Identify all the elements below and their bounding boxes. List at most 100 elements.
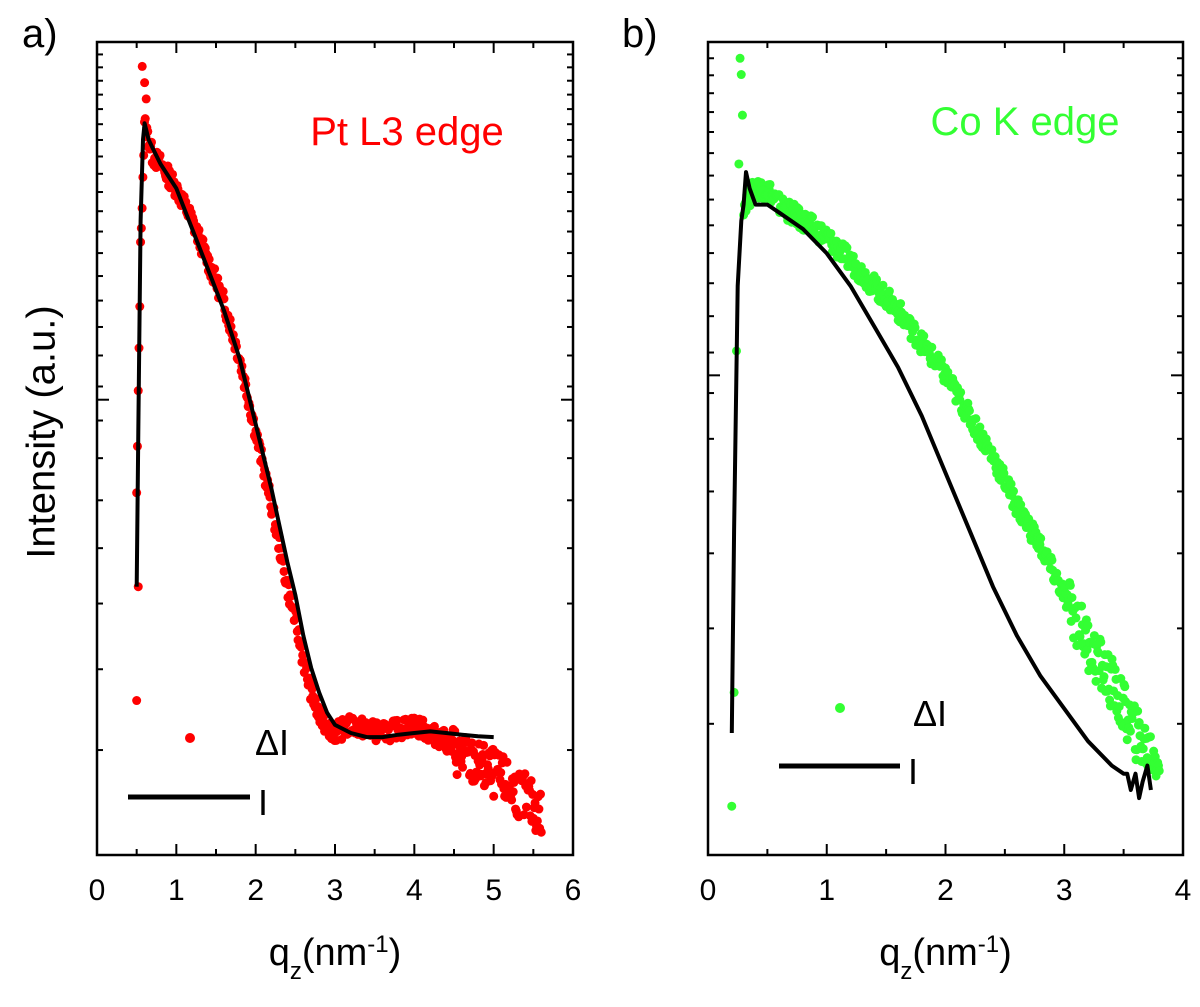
data-point (489, 791, 499, 801)
data-point-outlier (736, 70, 746, 80)
y-axis-label: Intensity (a.u.) (19, 305, 64, 559)
data-point (1083, 620, 1093, 630)
panel-title: Pt L3 edge (310, 110, 504, 154)
data-point (1065, 580, 1075, 590)
data-point (884, 286, 894, 296)
series-delta-i (132, 61, 546, 837)
data-point (483, 764, 493, 774)
data-point (1096, 637, 1106, 647)
data-point-outlier (734, 159, 744, 169)
data-point (311, 694, 321, 704)
data-point (520, 769, 530, 779)
data-point (194, 225, 204, 235)
data-point (1125, 726, 1135, 736)
data-point (1120, 682, 1130, 692)
data-point (807, 212, 817, 222)
data-point (765, 179, 775, 189)
x-tick-label: 1 (818, 874, 835, 907)
data-point (1145, 732, 1155, 742)
data-point (526, 776, 536, 786)
x-label-sup: -1 (367, 931, 388, 958)
data-point (532, 816, 542, 826)
panel-a-label: a) (22, 12, 58, 56)
data-point (296, 642, 306, 652)
data-point (1138, 744, 1148, 754)
data-point (1091, 676, 1101, 686)
x-tick-label: 3 (327, 874, 344, 907)
data-point (1075, 632, 1085, 642)
data-point-outlier (737, 110, 747, 120)
data-point (218, 286, 228, 296)
data-point (878, 280, 888, 290)
data-point (392, 715, 402, 725)
data-point (1013, 507, 1023, 517)
series-i-line (729, 170, 1153, 801)
data-point-outlier (735, 53, 745, 63)
data-point-outlier (141, 94, 151, 104)
data-point (1154, 766, 1164, 776)
data-point (987, 445, 997, 455)
x-tick-label: 6 (565, 874, 582, 907)
data-point (298, 650, 308, 660)
legend: ΔI I (128, 722, 289, 823)
data-point (140, 114, 150, 124)
x-label-unit: (nm (912, 932, 977, 974)
data-point-outlier (140, 78, 150, 88)
data-point (198, 235, 208, 245)
legend-label-delta-i: ΔI (913, 693, 947, 734)
legend: ΔI I (779, 693, 947, 792)
data-point (1134, 718, 1144, 728)
legend-marker-delta-i (835, 703, 845, 713)
data-point (429, 721, 439, 731)
legend-label-i: I (908, 751, 918, 792)
data-point (508, 787, 518, 797)
data-point (1099, 672, 1109, 682)
x-tick-label: 3 (1056, 874, 1073, 907)
data-point (521, 802, 531, 812)
x-tick-label: 4 (1175, 874, 1192, 907)
x-axis-label: qz(nm-1) (269, 931, 402, 985)
data-point (458, 762, 468, 772)
data-point (502, 757, 512, 767)
x-label-sub: z (900, 958, 912, 985)
data-point (507, 795, 517, 805)
data-point (964, 406, 974, 416)
data-point (536, 827, 546, 837)
data-point (919, 331, 929, 341)
data-point (1082, 645, 1092, 655)
data-point (467, 738, 477, 748)
panel-a-chart: 0 1 2 3 4 5 6 qz(nm-1) Pt L3 edge ΔI I (89, 40, 582, 985)
legend-marker-delta-i (185, 733, 195, 743)
data-point (307, 684, 317, 694)
data-point (1133, 706, 1143, 716)
data-point (1052, 568, 1062, 578)
data-point (842, 243, 852, 253)
data-point (535, 789, 545, 799)
data-point (1077, 601, 1087, 611)
x-tick-label: 1 (168, 874, 185, 907)
x-tick-label: 4 (406, 874, 423, 907)
x-label-close: ) (389, 932, 402, 974)
data-point (1110, 664, 1120, 674)
data-point (826, 228, 836, 238)
data-point (927, 342, 937, 352)
data-point (1016, 500, 1026, 510)
data-point (956, 387, 966, 397)
x-label-q: q (269, 932, 290, 974)
x-label-unit: (nm (302, 932, 367, 974)
legend-label-i: I (258, 782, 268, 823)
panel-b-chart: 0 1 2 3 4 qz(nm-1) Co K edge ΔI I (700, 40, 1192, 985)
x-label-sub: z (290, 958, 302, 985)
panel-b-label: b) (622, 12, 658, 56)
x-tick-label: 0 (89, 874, 106, 907)
series-i-line (134, 121, 494, 740)
data-point (452, 770, 462, 780)
data-point-outlier (727, 801, 737, 811)
series-delta-i (727, 53, 1164, 811)
data-point (999, 468, 1009, 478)
x-label-sup: -1 (978, 931, 999, 958)
legend-label-delta-i: ΔI (255, 722, 289, 763)
x-tick-label: 5 (485, 874, 502, 907)
data-point (1036, 533, 1046, 543)
